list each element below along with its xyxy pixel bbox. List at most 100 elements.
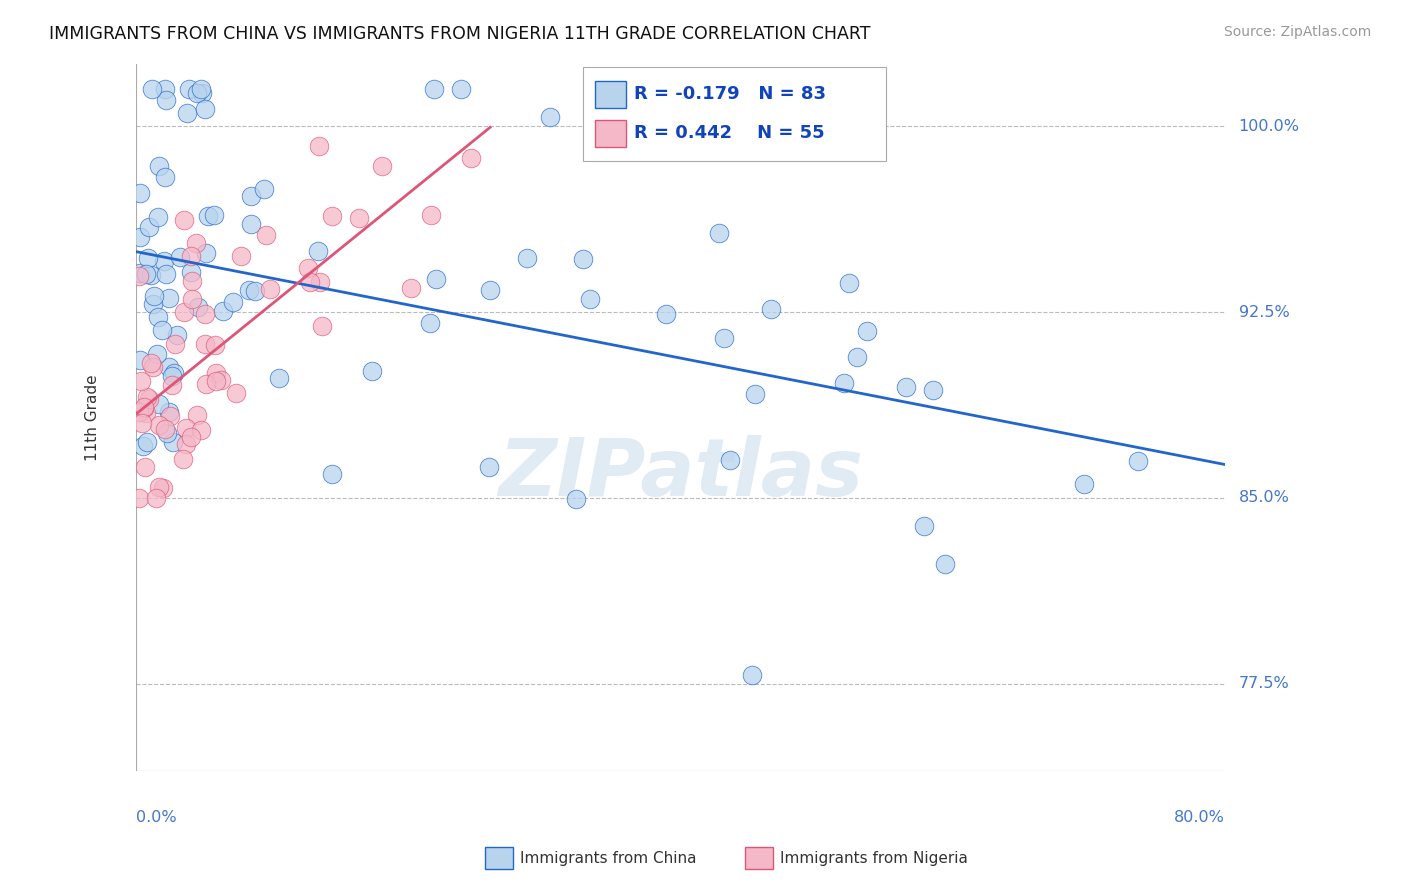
Point xyxy=(160,368,183,383)
Point xyxy=(423,82,446,96)
Point xyxy=(450,82,472,96)
Point xyxy=(194,307,217,321)
Point xyxy=(152,481,174,495)
Text: R = -0.179   N = 83: R = -0.179 N = 83 xyxy=(634,85,827,103)
Point xyxy=(307,244,329,258)
Point xyxy=(759,301,782,316)
Text: ZIPatlas: ZIPatlas xyxy=(498,435,863,513)
Text: Immigrants from Nigeria: Immigrants from Nigeria xyxy=(780,851,969,865)
Point xyxy=(128,405,150,419)
Point xyxy=(1073,477,1095,491)
Point xyxy=(912,519,935,533)
Point xyxy=(129,266,152,280)
Point xyxy=(425,271,447,285)
Point xyxy=(138,392,160,406)
Point xyxy=(420,208,443,222)
Point xyxy=(163,366,186,380)
Point xyxy=(297,261,319,276)
Point xyxy=(129,230,152,244)
Point xyxy=(159,360,181,375)
Point xyxy=(186,86,208,100)
Text: 0.0%: 0.0% xyxy=(136,810,177,824)
Point xyxy=(371,159,394,173)
Point xyxy=(128,269,150,284)
Point xyxy=(128,491,150,505)
Point xyxy=(157,405,180,419)
Point xyxy=(239,188,262,202)
Point xyxy=(538,110,561,124)
Text: 100.0%: 100.0% xyxy=(1239,119,1299,134)
Point xyxy=(146,346,169,360)
Point xyxy=(160,377,183,392)
Point xyxy=(148,417,170,432)
Point xyxy=(718,452,741,467)
Point xyxy=(181,274,204,288)
Point xyxy=(222,295,245,310)
Point xyxy=(186,409,208,423)
Point xyxy=(174,436,197,450)
Point xyxy=(146,210,169,224)
Point xyxy=(460,151,482,165)
Point xyxy=(136,435,159,450)
Point xyxy=(139,356,162,370)
Point xyxy=(153,82,176,96)
Point xyxy=(180,429,202,443)
Point xyxy=(191,86,214,100)
Point xyxy=(399,281,422,295)
Point xyxy=(129,186,152,200)
Point xyxy=(572,252,595,267)
Point xyxy=(713,331,735,345)
Point xyxy=(361,364,384,378)
Point xyxy=(165,336,187,351)
Point xyxy=(155,93,177,107)
Point xyxy=(239,217,262,231)
Point xyxy=(197,209,219,223)
Point xyxy=(1128,454,1150,468)
Point xyxy=(195,246,218,260)
Point xyxy=(129,374,152,388)
Point xyxy=(159,409,181,423)
Point xyxy=(150,324,173,338)
Point xyxy=(231,249,253,263)
Point xyxy=(838,276,860,290)
Point xyxy=(204,338,226,352)
Point xyxy=(419,316,441,330)
Point xyxy=(190,82,212,96)
Point xyxy=(145,491,167,505)
Point xyxy=(309,276,332,290)
Point xyxy=(856,324,879,338)
Point xyxy=(134,400,156,414)
Point xyxy=(135,267,157,281)
Point xyxy=(896,380,918,394)
Text: IMMIGRANTS FROM CHINA VS IMMIGRANTS FROM NIGERIA 11TH GRADE CORRELATION CHART: IMMIGRANTS FROM CHINA VS IMMIGRANTS FROM… xyxy=(49,25,870,43)
Point xyxy=(141,268,163,282)
Point xyxy=(166,328,188,343)
Point xyxy=(655,307,678,321)
Point xyxy=(131,416,153,430)
Text: 92.5%: 92.5% xyxy=(1239,304,1289,319)
Point xyxy=(478,460,501,475)
Point xyxy=(143,289,166,303)
Point xyxy=(132,401,155,415)
Point xyxy=(162,435,184,450)
Text: R = 0.442    N = 55: R = 0.442 N = 55 xyxy=(634,124,825,142)
Point xyxy=(132,440,155,454)
Text: 85.0%: 85.0% xyxy=(1239,491,1289,506)
Point xyxy=(478,283,501,297)
Point xyxy=(148,397,170,411)
Point xyxy=(156,426,179,441)
Point xyxy=(194,102,217,116)
Point xyxy=(311,318,333,333)
Text: 80.0%: 80.0% xyxy=(1174,810,1225,824)
Point xyxy=(205,374,228,388)
Point xyxy=(190,423,212,437)
Point xyxy=(187,300,209,314)
Point xyxy=(176,106,198,120)
Point xyxy=(225,385,247,400)
Point xyxy=(212,304,235,318)
Point xyxy=(142,297,165,311)
Point xyxy=(921,384,943,398)
Point xyxy=(135,390,157,404)
Point xyxy=(741,668,763,682)
Point xyxy=(832,376,855,390)
